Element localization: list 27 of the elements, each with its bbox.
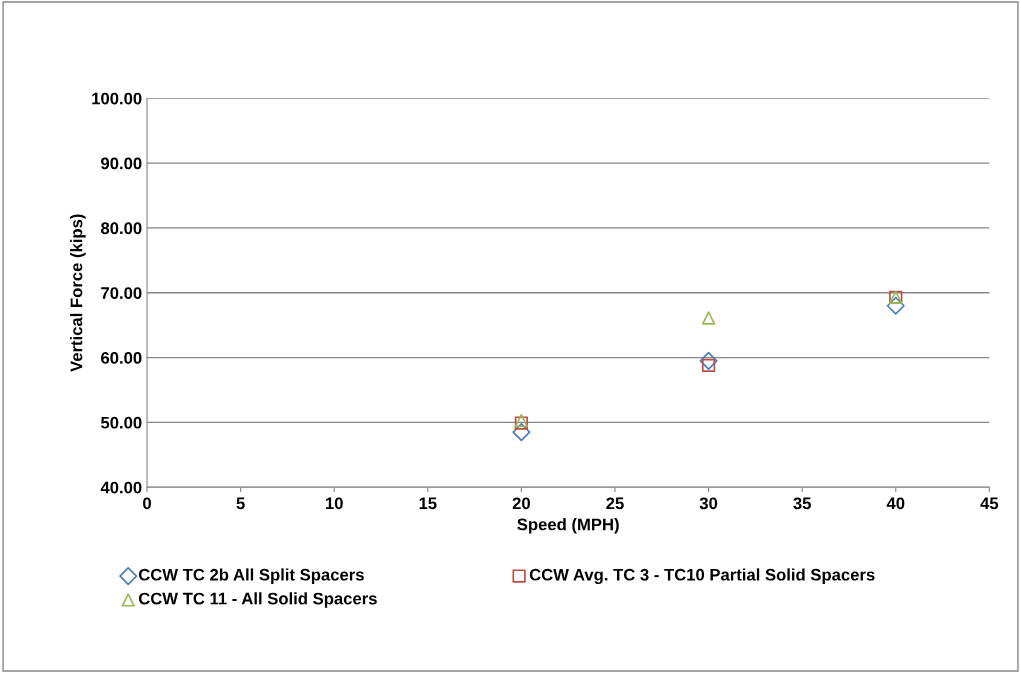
legend-label: CCW TC 11 - All Solid Spacers [138,592,377,608]
x-tick-label: 10 [325,497,343,510]
y-axis-title: Vertical Force (kips) [70,214,86,372]
legend-label: CCW TC 2b All Split Spacers [138,568,364,584]
legend-label: CCW Avg. TC 3 - TC10 Partial Solid Spacers [529,568,875,584]
x-tick-label: 0 [143,497,151,510]
y-tick-label: 60.00 [101,351,142,364]
x-tick-label: 5 [236,497,245,510]
point [512,423,531,442]
point [886,296,905,315]
x-tick-label: 15 [419,497,437,510]
x-tick-label: 45 [980,497,999,510]
y-tick-label: 90.00 [101,157,142,170]
x-tick-label: 40 [886,497,905,510]
x-axis-title: Speed (MPH) [517,518,619,534]
x-tick-label: 20 [512,497,530,510]
y-tick-label: 50.00 [100,416,142,429]
x-tick-label: 35 [793,497,811,510]
point [701,358,716,373]
y-tick-label: 100.00 [92,92,142,105]
point [701,311,716,325]
point [699,351,718,370]
y-tick-label: 70.00 [101,287,142,299]
x-tick-label: 25 [606,497,624,510]
y-tick-label: 40.00 [100,481,142,494]
y-tick-label: 80.00 [100,222,142,235]
x-tick-label: 30 [699,497,718,510]
